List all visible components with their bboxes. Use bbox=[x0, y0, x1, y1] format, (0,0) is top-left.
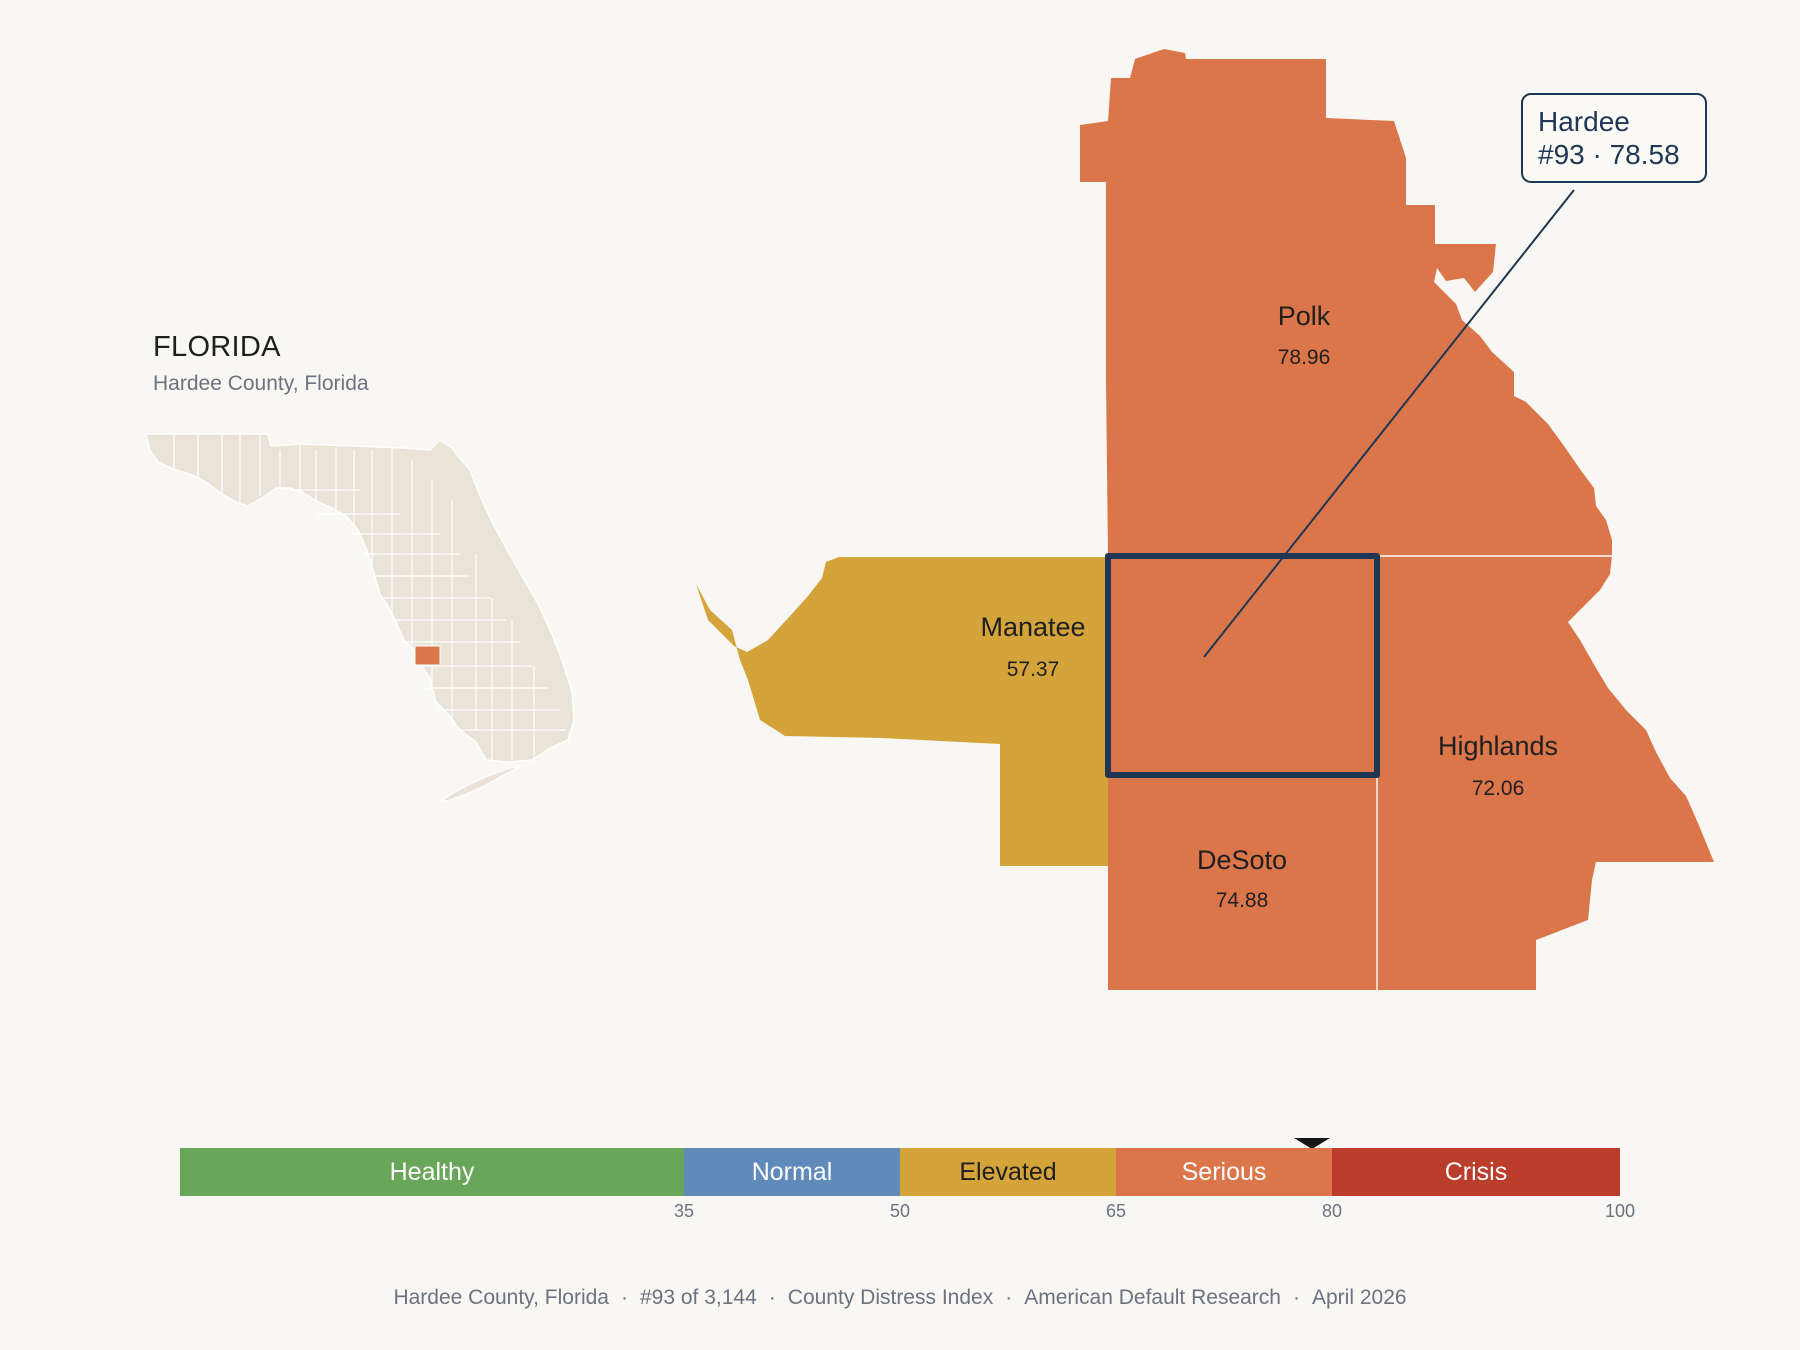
hardee-selection-outline bbox=[1105, 553, 1380, 778]
legend-label-healthy: Healthy bbox=[389, 1157, 475, 1186]
footer: Hardee County, Florida · #93 of 3,144 · Coun… bbox=[0, 1286, 1800, 1310]
hardee-callout: Hardee #93 · 78.58 bbox=[1521, 93, 1707, 183]
legend-tick-100: 100 bbox=[1604, 1201, 1636, 1221]
current-score-marker bbox=[1293, 1138, 1330, 1149]
county-name-highlands: Highlands bbox=[1438, 731, 1558, 761]
footer-index: County Distress Index bbox=[787, 1286, 994, 1309]
county-score-highlands: 72.06 bbox=[1472, 777, 1525, 800]
callout-leader-line bbox=[1203, 189, 1575, 658]
inset-subtitle: Hardee County, Florida bbox=[153, 372, 369, 395]
legend-label-crisis: Crisis bbox=[1444, 1157, 1508, 1186]
legend-segment-serious: Serious bbox=[1116, 1148, 1332, 1196]
legend-tick-65: 65 bbox=[1105, 1201, 1127, 1221]
legend-label-normal: Normal bbox=[751, 1157, 833, 1186]
county-highlands[interactable] bbox=[1377, 556, 1714, 990]
footer-date: April 2026 bbox=[1311, 1286, 1407, 1309]
county-boundaries bbox=[173, 434, 566, 760]
legend-segment-normal: Normal bbox=[684, 1148, 900, 1196]
footer-separator: · bbox=[1292, 1286, 1300, 1309]
legend-segment-crisis: Crisis bbox=[1332, 1148, 1620, 1196]
legend-tick-35: 35 bbox=[673, 1201, 695, 1221]
callout-rank-score: #93 · 78.58 bbox=[1538, 139, 1680, 170]
county-polk[interactable] bbox=[1080, 49, 1612, 556]
distress-scale-legend: Healthy Normal Elevated Serious Crisis bbox=[180, 1148, 1620, 1196]
callout-county-name: Hardee bbox=[1538, 106, 1630, 137]
legend-segment-healthy: Healthy bbox=[180, 1148, 684, 1196]
legend-tick-50: 50 bbox=[889, 1201, 911, 1221]
county-name-manatee: Manatee bbox=[980, 612, 1085, 642]
county-score-manatee: 57.37 bbox=[1007, 658, 1060, 681]
footer-rank: #93 of 3,144 bbox=[640, 1286, 757, 1309]
legend-label-serious: Serious bbox=[1181, 1157, 1267, 1186]
county-manatee[interactable] bbox=[696, 557, 1108, 866]
county-desoto[interactable] bbox=[1108, 777, 1377, 990]
legend-tick-80: 80 bbox=[1321, 1201, 1343, 1221]
county-score-desoto: 74.88 bbox=[1216, 889, 1269, 912]
footer-separator: · bbox=[768, 1286, 776, 1309]
county-hardee[interactable] bbox=[1108, 556, 1377, 777]
county-score-polk: 78.96 bbox=[1278, 346, 1331, 369]
hardee-highlight bbox=[414, 645, 441, 666]
legend-segment-elevated: Elevated bbox=[900, 1148, 1116, 1196]
county-name-polk: Polk bbox=[1278, 301, 1331, 331]
legend-label-elevated: Elevated bbox=[959, 1157, 1057, 1186]
footer-separator: · bbox=[1005, 1286, 1013, 1309]
footer-separator: · bbox=[621, 1286, 628, 1309]
county-name-desoto: DeSoto bbox=[1197, 845, 1287, 875]
florida-locator-map bbox=[145, 433, 575, 803]
florida-outline bbox=[145, 433, 575, 803]
footer-source: American Default Research bbox=[1024, 1286, 1281, 1309]
footer-county: Hardee County, Florida bbox=[393, 1286, 609, 1309]
inset-title: FLORIDA bbox=[153, 331, 281, 363]
